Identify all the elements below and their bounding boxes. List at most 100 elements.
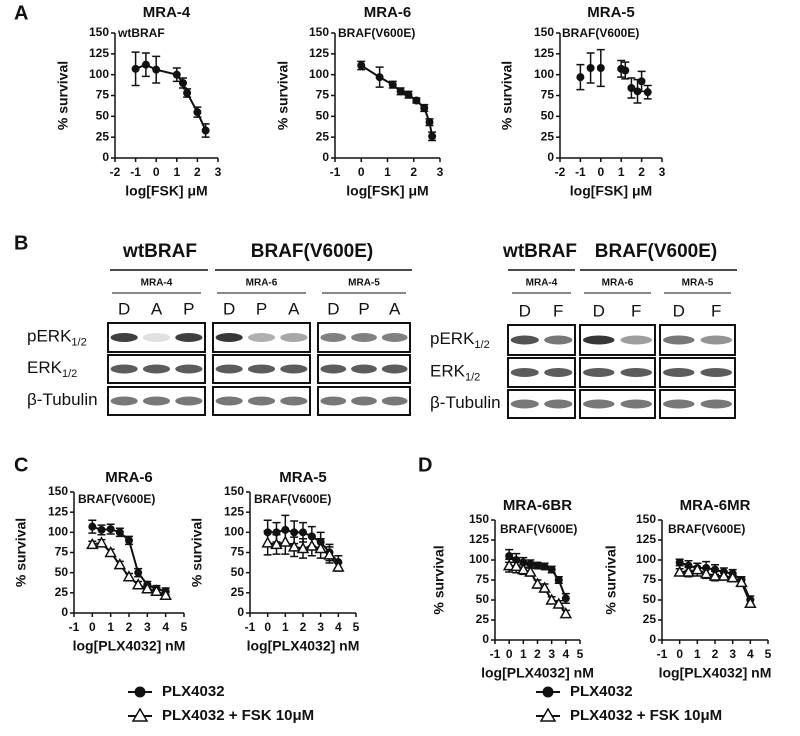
circle-marker [152,65,161,74]
lane-label: F [711,301,721,320]
x-tick-label: 2 [300,620,307,634]
triangle-marker [699,567,713,579]
triangle-marker [538,581,551,593]
triangle-marker [691,563,704,575]
chart-title: MRA-5 [279,469,327,486]
blot-header: BRAF(V600E) [595,241,717,262]
triangle-marker [332,560,345,572]
row-label: β-Tubulin [27,390,98,409]
triangle-marker [726,571,739,583]
row-label-text: ERK [27,358,63,377]
circle-marker [526,560,535,568]
triangle-marker [86,537,99,550]
x-tick-label: 3 [317,620,324,634]
panel-label: A [14,2,28,24]
y-tick-label: 150 [636,512,656,526]
band [351,396,377,406]
x-tick-label: 4 [747,647,754,661]
circle-marker [97,525,106,534]
blot-panel: wtBRAF BRAF(V600E) MRA-4 D F MRA-6 D F MRA-5 D FpE… [430,241,737,419]
y-tick-label: 0 [482,632,489,646]
circle-marker [596,64,605,72]
y-tick-label: 125 [636,532,656,546]
y-tick-label: 25 [55,585,69,599]
band [215,364,243,374]
band [700,399,732,409]
blot-frame [659,324,736,356]
x-tick-label: 2 [410,165,417,179]
x-tick-label: 5 [181,620,188,634]
triangle-marker [287,540,301,552]
triangle-marker [517,563,530,575]
lane-label: P [256,299,267,318]
row-label: ERK1/2 [430,362,480,383]
triangle-marker [744,596,757,608]
blot-frame [507,357,576,388]
triangle-marker [682,565,695,577]
y-tick-label: 25 [316,129,330,143]
circle-marker [106,525,115,534]
chart-title: MRA-4 [143,4,191,21]
series-line [360,64,434,137]
band [510,368,539,377]
blot-frame [579,324,656,356]
row-label-text: β-Tubulin [27,390,98,409]
triangle-marker [159,588,172,601]
blot-frame [579,357,656,388]
triangle-marker [122,570,136,582]
band [381,396,408,406]
triangle-marker [509,559,523,572]
x-axis-label: log[FSK] μM [346,183,428,199]
band [381,333,408,342]
triangle-marker [314,541,327,554]
blot-frame [212,322,311,353]
circle-marker [428,132,437,141]
chart-subtitle: BRAF(V600E) [254,492,331,506]
band [700,335,732,345]
triangle-marker [559,607,573,619]
circle-marker [420,104,429,112]
circle-marker [633,87,642,96]
x-tick-label: 2 [534,647,541,661]
y-axis-label: % survival [603,545,619,614]
y-tick-label: 150 [89,25,109,39]
panel-label: D [418,454,432,476]
x-tick-label: 3 [437,165,444,179]
x-tick-label: 0 [597,165,604,179]
circle-marker [134,568,143,577]
chart-subtitle: BRAF(V600E) [668,522,745,536]
y-tick-label: 75 [643,572,657,586]
y-tick-label: 50 [55,565,69,579]
blot-frame [317,354,411,384]
triangle-marker [279,535,292,547]
y-tick-label: 75 [476,572,490,586]
panel-label: B [14,232,28,254]
x-tick-label: -1 [69,620,80,634]
x-tick-label: 5 [353,620,360,634]
y-axis-label: % survival [189,518,205,587]
blot-frame [579,389,656,419]
lane-label: A [288,299,300,318]
y-tick-label: 0 [61,605,68,619]
y-tick-label: 50 [316,109,330,123]
x-axis-label: log[FSK] μM [125,183,207,199]
cell-line-label: MRA-4 [526,278,558,289]
circle-marker [172,70,181,79]
band [351,364,377,374]
triangle-marker [305,539,319,551]
legend-label: PLX4032 + FSK 10μM [162,707,314,724]
row-label: pERK1/2 [27,327,87,348]
band [663,368,695,377]
y-tick-label: 75 [96,88,110,102]
y-tick-label: 100 [534,67,554,81]
blot-frame [107,354,206,384]
circle-marker [547,565,556,574]
lane-label: D [673,301,685,320]
y-tick-label: 50 [476,592,490,606]
triangle-marker [141,582,154,594]
band [175,396,203,406]
x-tick-label: 0 [358,165,365,179]
